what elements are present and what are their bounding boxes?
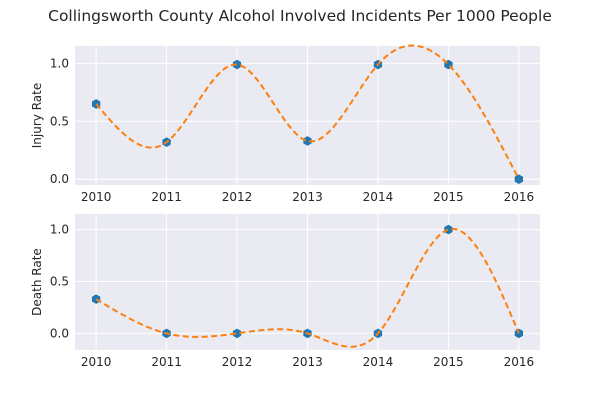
death-data-point — [232, 328, 242, 339]
death-x-tick-label: 2016 — [504, 355, 535, 369]
death-y-tick-label: 0.0 — [50, 326, 69, 340]
injury-y-tick-label: 0.0 — [50, 172, 69, 186]
death-x-tick-label: 2010 — [81, 355, 112, 369]
death-x-tick-label: 2014 — [363, 355, 394, 369]
injury-x-tick-label: 2013 — [292, 190, 323, 204]
death-y-axis-label: Death Rate — [30, 248, 44, 316]
death-y-tick-label: 1.0 — [50, 223, 69, 237]
death-x-tick-label: 2015 — [433, 355, 464, 369]
injury-data-point — [514, 174, 524, 185]
death-rate-panel: 2010 2011 2012 2013 2014 2015 2016 0.0 0.5 1.0 Dea… — [30, 214, 540, 369]
injury-y-axis-label: Injury Rate — [30, 83, 44, 148]
injury-x-tick-label: 2012 — [222, 190, 253, 204]
chart-title: Collingsworth County Alcohol Involved In… — [48, 7, 552, 25]
death-y-tick-label: 0.5 — [50, 274, 69, 288]
injury-data-point — [232, 59, 242, 70]
injury-x-tick-label: 2011 — [151, 190, 182, 204]
injury-x-tick-label: 2010 — [81, 190, 112, 204]
injury-x-tick-label: 2015 — [433, 190, 464, 204]
injury-y-tick-label: 0.5 — [50, 114, 69, 128]
injury-x-tick-label: 2014 — [363, 190, 394, 204]
injury-rate-panel: 2010 2011 2012 2013 2014 2015 2016 0.0 0.5 1.0 Inj… — [30, 44, 540, 204]
death-x-tick-label: 2012 — [222, 355, 253, 369]
injury-y-tick-label: 1.0 — [50, 56, 69, 70]
death-data-point — [444, 224, 453, 235]
death-x-tick-label: 2013 — [292, 355, 323, 369]
death-trend-curve — [95, 227, 520, 348]
death-x-tick-label: 2011 — [151, 355, 182, 369]
injury-x-tick-label: 2016 — [504, 190, 535, 204]
injury-data-point — [303, 136, 312, 146]
injury-trend-curve — [95, 44, 520, 180]
